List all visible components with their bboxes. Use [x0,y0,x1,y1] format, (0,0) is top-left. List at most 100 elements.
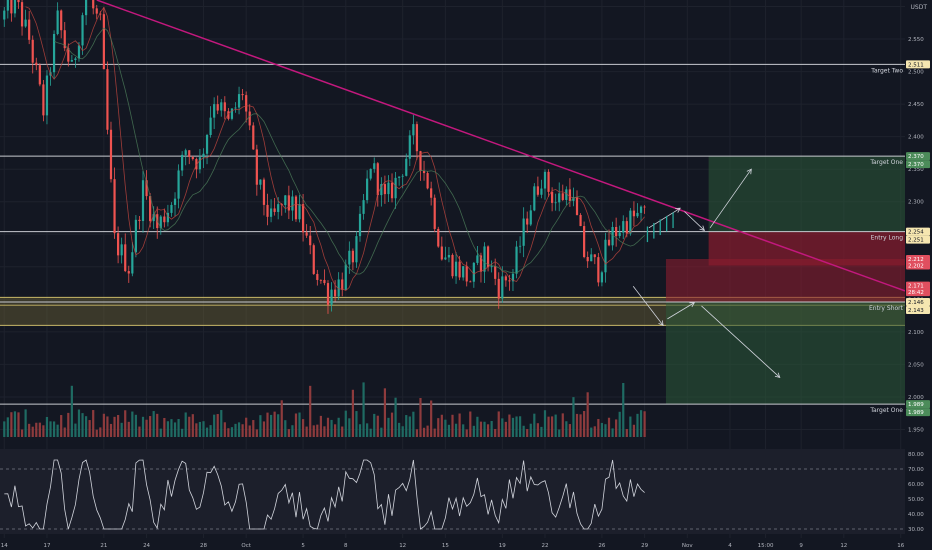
time-tick-label: 15:00 [758,543,774,549]
time-tick-label: 12 [840,543,847,549]
candle-body [70,60,73,62]
projection-arrow [701,305,781,378]
volume-bar [387,417,390,437]
volume-bar [45,416,49,437]
volume-bar [558,429,561,437]
candle-body [458,261,461,278]
volume-bar [269,414,273,437]
candle-body [398,176,401,178]
short-target-box [665,301,905,405]
candle-body [67,48,70,62]
volume-bar [568,424,571,437]
candle-body [579,214,582,227]
volume-bar [366,423,369,437]
volume-bar [583,411,586,437]
candle-body [84,0,88,16]
candle-body [262,179,266,205]
overlays [25,0,906,378]
volume-bar [543,410,547,437]
volume-bar [31,426,34,437]
candle-body [437,228,440,247]
volume-bar [508,414,511,437]
candle-body [117,233,120,256]
level-price-tag-bg [906,152,930,161]
candle-body [504,276,507,281]
candle-body [124,244,127,272]
volume-bar [56,424,59,437]
volume-bar [590,427,593,437]
oscillator-tick-label: 70.00 [908,467,924,473]
volume-bar [462,424,465,437]
volume-bar [494,428,497,437]
volume-bar [138,426,141,437]
volume-bar [433,428,436,437]
trade-zones: Target Two Target One Entry Long Entry Shor… [0,63,905,414]
volume-bar [35,422,38,437]
candle-body [326,283,330,305]
volume-bar [501,418,504,437]
candle-body [312,245,315,274]
volume-bar [430,400,433,437]
projection-arrow [709,168,752,229]
candle-body [77,45,81,59]
candle-body [255,149,258,185]
volume-bar [330,419,333,437]
price-tick-label: 2.550 [908,37,924,43]
volume-bar [472,425,475,437]
candle-body [533,186,536,211]
volume-bar [412,411,415,437]
candle-body [607,239,611,246]
price-tag: 2.171 [908,284,924,290]
candle-body [622,221,625,233]
level-label: Target Two [870,67,903,74]
price-tick-label: 1.950 [908,427,924,433]
candle-body [330,289,333,305]
candle-body [248,111,251,126]
volume-bar [469,411,472,437]
moving-average-line [25,6,645,291]
time-tick-label: 17 [43,543,50,549]
level-price-tag-bg [906,60,930,69]
candle-body [170,204,173,213]
volume-bar [284,420,287,437]
price-axis-background [905,0,932,550]
candle-body [444,257,447,260]
price-tag: 28:42 [908,290,924,296]
candle-body [56,10,59,34]
candle-body [213,104,216,118]
level-price-tag: 2.251 [908,238,924,244]
volume-bar [426,425,429,437]
candle-body [454,261,458,277]
candle-body [28,19,31,40]
time-tick-label: 15 [442,543,449,549]
candle-body [551,191,554,203]
time-tick-label: 26 [598,543,605,549]
volume-bar [380,427,383,437]
candle-body [191,156,194,160]
candle-body [639,206,643,213]
level-price-tag: 2.254 [908,230,924,236]
candle-body [440,246,443,260]
volume-bar [120,422,123,437]
candle-body [337,279,340,297]
candle-body [611,226,614,246]
candle-body [412,124,415,136]
volume-bar [316,424,319,437]
volume-bar [451,414,454,437]
price-tick-label: 2.000 [908,395,924,401]
candle-body [540,188,543,195]
candle-body [177,170,180,199]
candle-body [422,170,426,174]
candle-body [227,111,230,119]
price-tag-bg [906,288,930,297]
currency-label: USDT [911,4,928,11]
candle-body [590,254,593,262]
candle-body [426,173,429,189]
oscillator-pane [0,449,905,534]
candle-body [433,197,436,229]
volume-bar [181,428,184,437]
volume-bar [454,423,458,437]
candle-body [476,255,479,263]
candle-body [451,254,454,277]
